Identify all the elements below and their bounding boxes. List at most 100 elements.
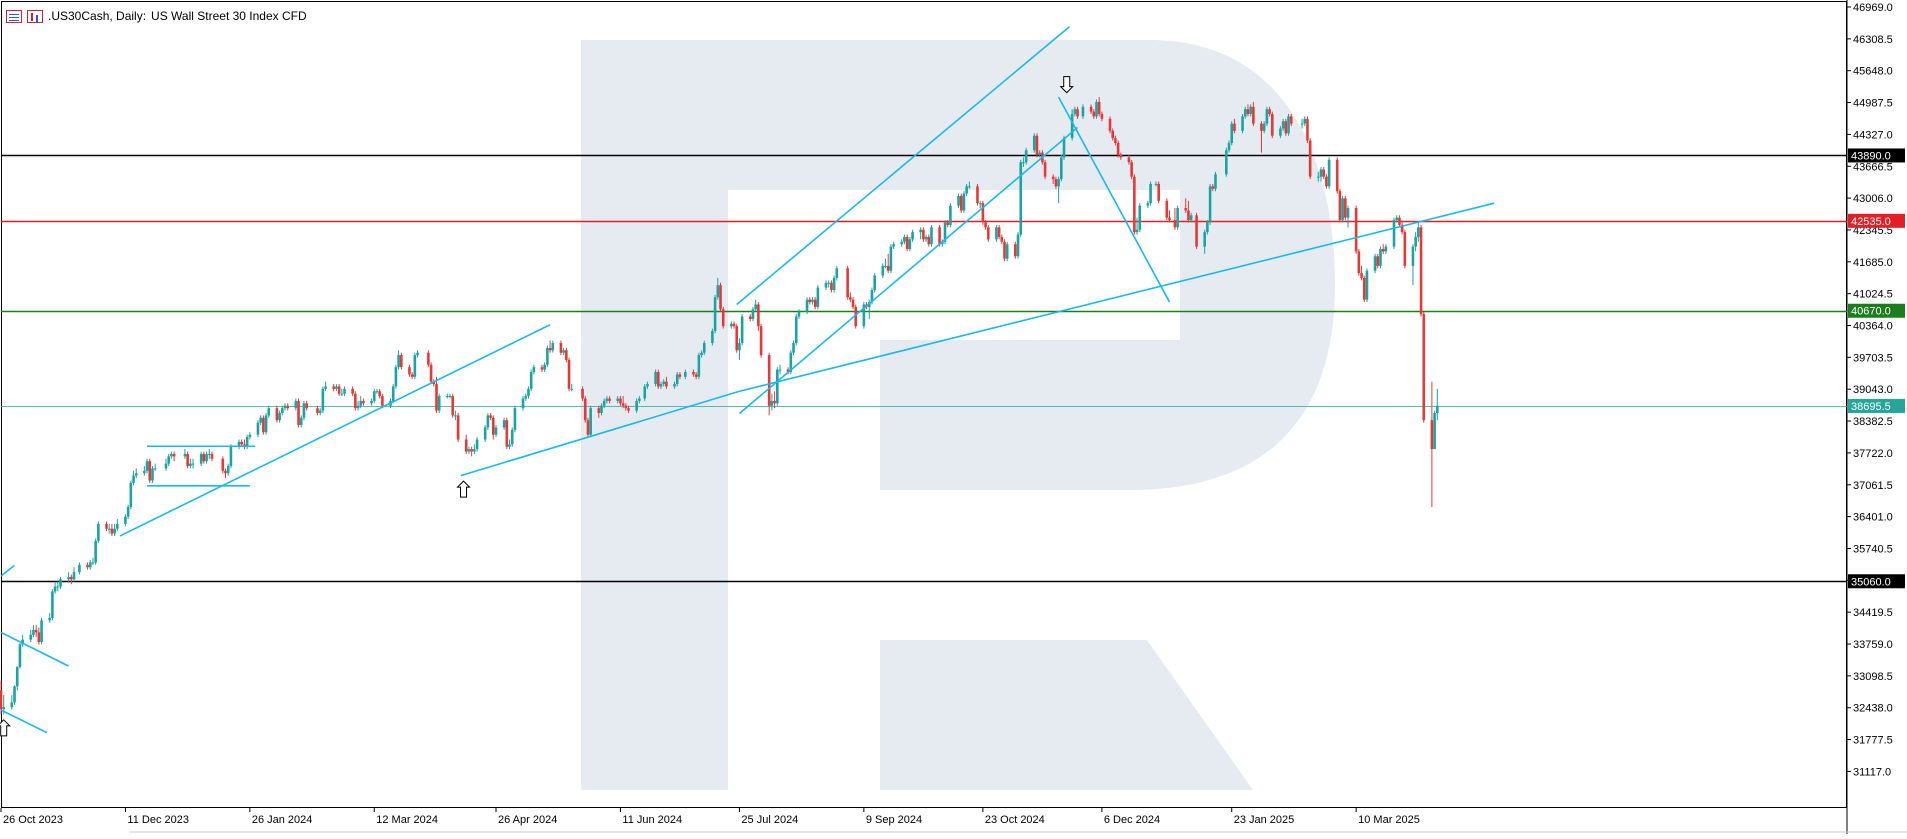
candle-66 — [264, 412, 268, 435]
candle-205 — [811, 297, 814, 305]
trendline-7[interactable] — [739, 202, 1495, 393]
candle-256 — [1005, 241, 1009, 262]
y-tick-label: 43666.5 — [1853, 161, 1893, 173]
arrow-up-1[interactable] — [456, 480, 471, 498]
trendline-10[interactable] — [1057, 96, 1171, 303]
candle-202 — [797, 309, 801, 319]
symbol-description: US Wall Street 30 Index CFD — [151, 9, 307, 23]
trendline-2[interactable] — [0, 564, 16, 577]
candle-255 — [1003, 239, 1006, 262]
candle-67 — [267, 405, 271, 418]
candle-111 — [446, 393, 449, 399]
candle-362 — [1433, 410, 1436, 450]
candle-140 — [551, 340, 555, 353]
y-tick-label: 36401.0 — [1853, 512, 1893, 524]
candle-169 — [673, 381, 676, 389]
candle-213 — [846, 265, 849, 300]
candle-37 — [145, 458, 149, 474]
x-tick-label: 12 Mar 2024 — [376, 814, 438, 826]
candle-163 — [646, 381, 649, 389]
candle-277 — [1092, 109, 1096, 119]
candle-137 — [543, 362, 546, 372]
candle-25 — [97, 521, 100, 544]
watermark-logo — [581, 40, 1335, 790]
candle-164 — [654, 369, 657, 387]
indicator-list-icon[interactable] — [6, 9, 22, 23]
candle-214 — [849, 292, 852, 303]
candle-22 — [88, 560, 92, 570]
trendline-0[interactable] — [0, 709, 48, 734]
candle-232 — [919, 227, 922, 240]
candle-283 — [1114, 135, 1117, 146]
candle-318 — [1262, 121, 1266, 134]
candle-304 — [1206, 220, 1209, 235]
candle-357 — [1414, 232, 1417, 252]
candle-120 — [475, 437, 479, 452]
arrow-down-2[interactable] — [1059, 76, 1074, 94]
candle-312 — [1241, 114, 1244, 134]
candle-314 — [1246, 104, 1250, 117]
trendline-8[interactable] — [738, 126, 1079, 415]
candle-305 — [1208, 183, 1212, 225]
trendline-1[interactable] — [0, 631, 69, 667]
candle-238 — [941, 239, 944, 247]
candle-292 — [1149, 181, 1152, 206]
candle-110 — [437, 393, 441, 413]
candle-165 — [656, 369, 660, 389]
candle-73 — [294, 398, 298, 411]
candle-56 — [226, 463, 230, 476]
candle-356 — [1411, 244, 1415, 286]
candle-251 — [986, 224, 990, 242]
y-tick-label: 41024.5 — [1853, 289, 1893, 301]
trendline-9[interactable] — [736, 26, 1070, 306]
candle-215 — [851, 297, 855, 310]
candle-38 — [148, 458, 152, 483]
candle-353 — [1398, 215, 1401, 228]
candle-246 — [968, 181, 971, 189]
candle-159 — [627, 405, 630, 413]
candle-68 — [275, 405, 279, 423]
candle-77 — [305, 400, 308, 411]
candle-260 — [1022, 157, 1025, 168]
candle-329 — [1306, 116, 1309, 143]
candle-46 — [186, 451, 189, 469]
candle-118 — [470, 446, 473, 457]
candle-293 — [1154, 181, 1158, 187]
trendline-3[interactable] — [119, 324, 551, 537]
candle-103 — [410, 371, 414, 380]
chart-bars-icon[interactable] — [27, 9, 43, 23]
candle-233 — [922, 227, 925, 242]
trendline-6[interactable] — [460, 390, 740, 477]
candle-135 — [532, 364, 536, 375]
candle-253 — [997, 224, 1001, 240]
candle-142 — [562, 347, 565, 356]
candle-141 — [559, 340, 563, 356]
level-price-label: 40670.0 — [1851, 306, 1891, 318]
candle-210 — [830, 280, 833, 293]
candle-190 — [754, 299, 757, 312]
candle-96 — [381, 393, 384, 409]
x-tick-label: 26 Jan 2024 — [252, 814, 313, 826]
candle-306 — [1211, 183, 1215, 192]
candle-211 — [832, 275, 836, 293]
candle-321 — [1270, 111, 1274, 139]
candle-176 — [700, 350, 703, 358]
candle-75 — [299, 415, 303, 428]
candle-54 — [221, 456, 225, 474]
arrow-up-0[interactable] — [0, 719, 11, 737]
candle-17 — [67, 572, 70, 582]
y-tick-label: 32438.0 — [1853, 703, 1893, 715]
candle-58 — [237, 439, 241, 450]
candle-350 — [1384, 244, 1388, 254]
candle-65 — [262, 415, 265, 435]
candle-226 — [892, 241, 895, 250]
candle-112 — [448, 393, 452, 399]
candle-6 — [21, 634, 24, 647]
candle-222 — [881, 263, 885, 278]
candle-333 — [1322, 167, 1325, 180]
candle-269 — [1057, 176, 1060, 204]
candle-162 — [643, 384, 647, 401]
candle-168 — [665, 376, 668, 389]
